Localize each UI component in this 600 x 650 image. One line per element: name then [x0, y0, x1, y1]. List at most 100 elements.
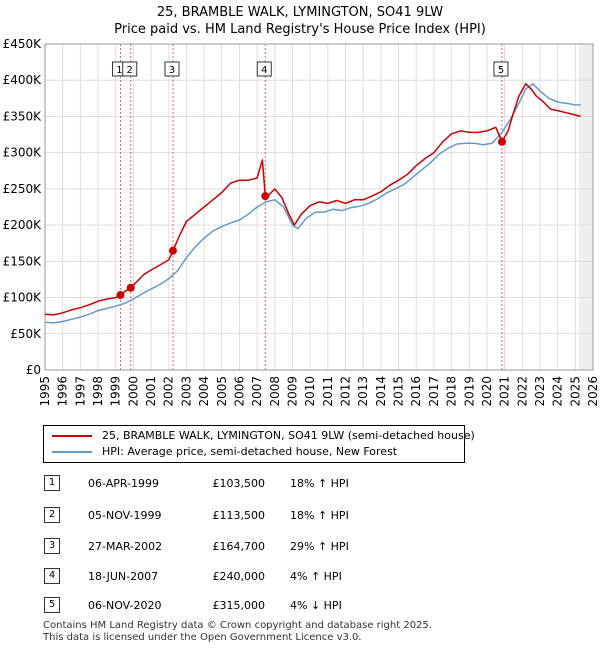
sale-number-box — [493, 61, 509, 77]
x-tick-label: 2012 — [339, 376, 353, 407]
x-tick-label: 1997 — [73, 376, 87, 407]
sale-hpi-diff: 18% ↑ HPI — [290, 509, 349, 522]
sale-number-badge: 4 — [44, 568, 60, 584]
x-tick-label: 2006 — [232, 376, 246, 407]
x-tick-label: 1998 — [91, 376, 105, 407]
sale-number-box — [164, 61, 180, 77]
legend-label-hpi: HPI: Average price, semi-detached house,… — [102, 445, 398, 458]
legend-label-property: 25, BRAMBLE WALK, LYMINGTON, SO41 9LW (s… — [102, 429, 475, 442]
sale-number-badge: 1 — [44, 475, 60, 491]
sale-number-label: 2 — [127, 65, 133, 76]
x-tick-label: 2014 — [374, 376, 388, 407]
sale-date: 06-NOV-2020 — [88, 599, 162, 612]
sale-number-label: 4 — [261, 65, 267, 76]
chart-title-line1: 25, BRAMBLE WALK, LYMINGTON, SO41 9LW — [156, 5, 444, 20]
series-layer — [44, 83, 581, 324]
table-row: 3 27-MAR-2002 £164,700 29% ↑ HPI — [0, 538, 600, 558]
footer: Contains HM Land Registry data © Crown c… — [43, 620, 432, 644]
sale-price: £240,000 — [212, 570, 266, 583]
y-tick-label: £100K — [3, 291, 43, 305]
x-tick-label: 2018 — [445, 376, 459, 407]
y-tick-label: £250K — [3, 182, 43, 196]
x-tick-label: 2016 — [409, 376, 423, 407]
x-tick-label: 2007 — [250, 376, 264, 407]
x-tick-label: 2009 — [285, 376, 299, 407]
sale-price: £164,700 — [212, 540, 266, 553]
x-tick-label: 2011 — [321, 376, 335, 407]
axis-layer: £0 £50K £100K £150K £200K £250K £300K £350K £400… — [3, 37, 600, 407]
y-tick-label: £450K — [3, 37, 43, 51]
sale-point — [261, 192, 270, 201]
x-tick-label: 2003 — [179, 376, 193, 407]
x-tick-label: 2008 — [268, 376, 282, 407]
y-tick-label: £300K — [3, 146, 43, 160]
legend-swatch-property — [52, 435, 92, 437]
sale-number-label: 3 — [169, 65, 175, 76]
x-tick-label: 2025 — [568, 376, 582, 407]
sale-number-label: 5 — [498, 65, 504, 76]
sale-date: 05-NOV-1999 — [88, 509, 162, 522]
legend-swatch-hpi — [52, 451, 92, 453]
legend: 25, BRAMBLE WALK, LYMINGTON, SO41 9LW (s… — [43, 425, 475, 463]
forecast-shade — [578, 44, 593, 370]
grid-layer — [44, 43, 594, 371]
sale-price: £315,000 — [212, 599, 266, 612]
x-tick-label: 2021 — [498, 376, 512, 407]
x-tick-label: 1996 — [56, 376, 70, 407]
x-tick-label: 2004 — [197, 376, 211, 407]
hpi-line — [44, 83, 581, 324]
y-tick-label: £400K — [3, 73, 43, 87]
property-price-line — [44, 83, 581, 316]
sale-date: 06-APR-1999 — [88, 477, 160, 490]
footer-copyright: Contains HM Land Registry data © Crown c… — [43, 620, 432, 631]
sale-number-badge: 5 — [44, 597, 60, 613]
sale-hpi-diff: 4% ↑ HPI — [290, 570, 342, 583]
sale-hpi-diff: 18% ↑ HPI — [290, 477, 349, 490]
x-tick-label: 1999 — [109, 376, 123, 407]
sale-number-badge: 3 — [44, 538, 60, 554]
sale-hpi-diff: 29% ↑ HPI — [290, 540, 349, 553]
sale-point — [116, 291, 125, 300]
x-tick-label: 1995 — [38, 376, 52, 407]
x-tick-label: 2026 — [586, 376, 600, 407]
sale-price: £103,500 — [212, 477, 266, 490]
sale-number-badge: 2 — [44, 507, 60, 523]
y-tick-label: £350K — [3, 109, 43, 123]
x-tick-label: 2000 — [126, 376, 140, 407]
x-tick-label: 2013 — [356, 376, 370, 407]
sale-hpi-diff: 4% ↓ HPI — [290, 599, 342, 612]
plot-frame — [44, 43, 594, 371]
table-row: 5 06-NOV-2020 £315,000 4% ↓ HPI — [0, 597, 600, 617]
footer-licence: This data is licensed under the Open Gov… — [43, 632, 362, 643]
sale-number-label: 1 — [116, 65, 122, 76]
sale-price: £113,500 — [212, 509, 266, 522]
sale-point — [126, 283, 135, 292]
y-tick-label: £200K — [3, 218, 43, 232]
sale-point — [168, 246, 177, 255]
x-tick-label: 2005 — [215, 376, 229, 407]
y-tick-label: £150K — [3, 254, 43, 268]
x-tick-label: 2019 — [462, 376, 476, 407]
x-tick-label: 2023 — [533, 376, 547, 407]
sale-number-box — [122, 61, 138, 77]
sale-date: 27-MAR-2002 — [88, 540, 163, 553]
chart-title-line2: Price paid vs. HM Land Registry's House … — [114, 22, 486, 37]
x-tick-label: 2022 — [515, 376, 529, 407]
x-tick-label: 2010 — [303, 376, 317, 407]
table-row: 4 18-JUN-2007 £240,000 4% ↑ HPI — [0, 568, 600, 588]
x-tick-label: 2020 — [480, 376, 494, 407]
x-tick-label: 2024 — [551, 376, 565, 407]
price-chart: £0 £50K £100K £150K £200K £250K £300K £350K £400… — [3, 37, 600, 407]
y-tick-label: £0 — [26, 363, 41, 377]
sale-date: 18-JUN-2007 — [88, 570, 159, 583]
y-tick-label: £50K — [10, 327, 42, 341]
sale-marker-layer — [116, 137, 506, 300]
x-tick-label: 2002 — [162, 376, 176, 407]
table-row: 1 06-APR-1999 £103,500 18% ↑ HPI — [0, 475, 600, 495]
table-row: 2 05-NOV-1999 £113,500 18% ↑ HPI — [0, 507, 600, 527]
sale-number-box — [256, 61, 272, 77]
x-tick-label: 2015 — [392, 376, 406, 407]
sale-point — [497, 137, 506, 146]
x-tick-label: 2001 — [144, 376, 158, 407]
x-tick-label: 2017 — [427, 376, 441, 407]
